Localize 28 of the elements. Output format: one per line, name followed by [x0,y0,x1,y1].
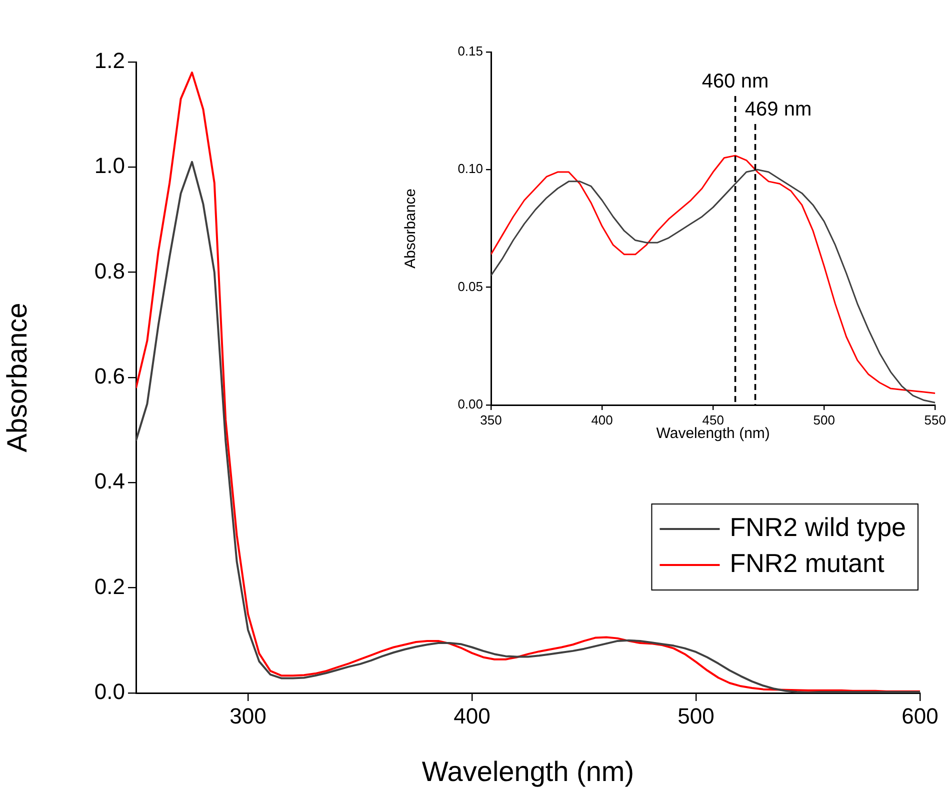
x-tick-label: 300 [230,703,266,728]
y-tick-label: 0.8 [94,258,125,284]
y-tick-label: 1.2 [94,48,125,74]
y-tick-label: 1.0 [94,153,125,178]
y-tick-label: 0.2 [94,574,125,599]
x-tick-label: 500 [678,703,714,728]
x-tick-label: 400 [591,412,613,428]
x-tick-label: 350 [480,412,502,428]
x-tick-label: 550 [924,412,946,428]
x-tick-label: 400 [454,703,490,728]
y-tick-label: 0.4 [94,468,125,494]
y-tick-label: 0.0 [94,679,125,704]
ref-line-label: 460 nm [702,70,769,93]
y-axis-title: Absorbance [2,302,33,452]
legend-label: FNR2 mutant [730,548,886,578]
x-tick-label: 600 [902,703,938,728]
legend-label: FNR2 wild type [730,512,906,542]
x-axis-title: Wavelength (nm) [422,756,634,787]
y-tick-label: 0.05 [458,278,483,294]
y-axis-title: Absorbance [402,188,420,269]
x-tick-label: 450 [702,412,724,428]
y-tick-label: 0.6 [94,364,125,389]
y-tick-label: 0.15 [458,44,483,59]
ref-line-label: 469 nm [744,98,812,121]
y-tick-label: 0.00 [458,396,483,412]
x-axis-title: Wavelength (nm) [656,425,770,442]
x-tick-label: 500 [813,412,835,428]
y-tick-label: 0.10 [458,161,483,176]
